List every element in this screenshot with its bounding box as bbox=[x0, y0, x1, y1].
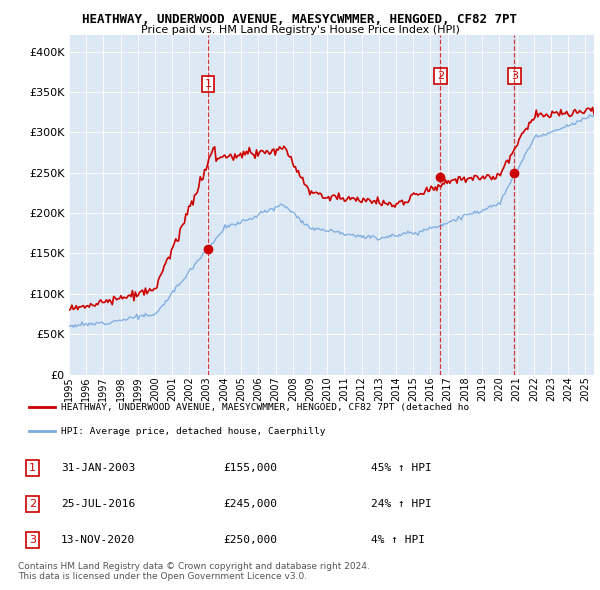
Text: £250,000: £250,000 bbox=[223, 535, 277, 545]
Text: £155,000: £155,000 bbox=[223, 463, 277, 473]
Text: 2: 2 bbox=[437, 71, 444, 81]
Text: HEATHWAY, UNDERWOOD AVENUE, MAESYCWMMER, HENGOED, CF82 7PT: HEATHWAY, UNDERWOOD AVENUE, MAESYCWMMER,… bbox=[83, 13, 517, 26]
Text: HPI: Average price, detached house, Caerphilly: HPI: Average price, detached house, Caer… bbox=[61, 427, 325, 435]
Text: Price paid vs. HM Land Registry's House Price Index (HPI): Price paid vs. HM Land Registry's House … bbox=[140, 25, 460, 35]
Text: 13-NOV-2020: 13-NOV-2020 bbox=[61, 535, 135, 545]
Text: 1: 1 bbox=[29, 463, 36, 473]
Text: 3: 3 bbox=[511, 71, 518, 81]
Text: 25-JUL-2016: 25-JUL-2016 bbox=[61, 499, 135, 509]
Text: 2: 2 bbox=[29, 499, 36, 509]
Text: 45% ↑ HPI: 45% ↑ HPI bbox=[371, 463, 432, 473]
Text: 31-JAN-2003: 31-JAN-2003 bbox=[61, 463, 135, 473]
Text: Contains HM Land Registry data © Crown copyright and database right 2024.
This d: Contains HM Land Registry data © Crown c… bbox=[18, 562, 370, 581]
Text: 24% ↑ HPI: 24% ↑ HPI bbox=[371, 499, 432, 509]
Text: 1: 1 bbox=[205, 79, 212, 89]
Text: 4% ↑ HPI: 4% ↑ HPI bbox=[371, 535, 425, 545]
Text: HEATHWAY, UNDERWOOD AVENUE, MAESYCWMMER, HENGOED, CF82 7PT (detached ho: HEATHWAY, UNDERWOOD AVENUE, MAESYCWMMER,… bbox=[61, 402, 469, 412]
Text: 3: 3 bbox=[29, 535, 36, 545]
Text: £245,000: £245,000 bbox=[223, 499, 277, 509]
